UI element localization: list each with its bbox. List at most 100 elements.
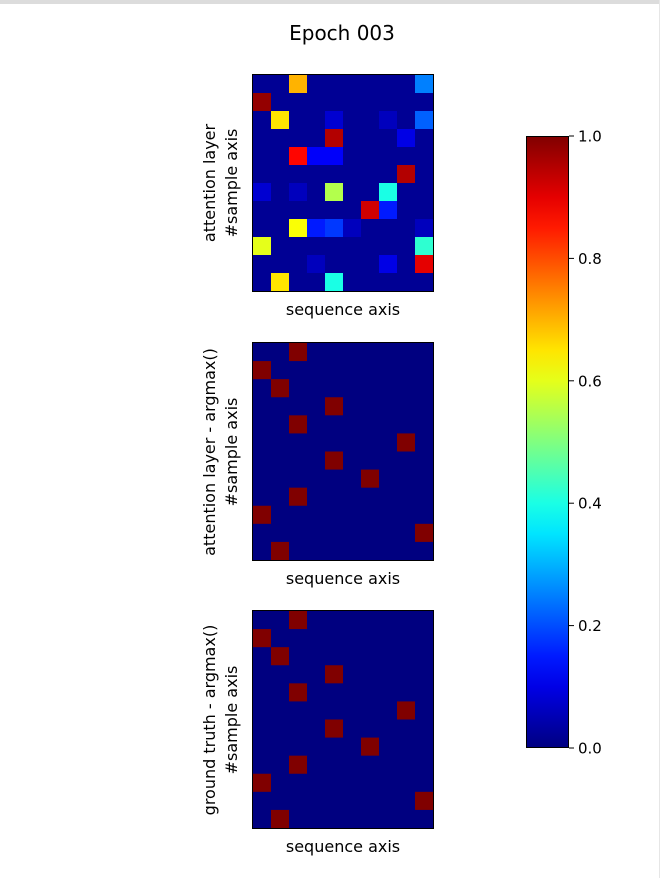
heatmap-cell — [289, 111, 308, 130]
heatmap-cell — [289, 379, 308, 398]
heatmap-cell — [253, 611, 272, 630]
heatmap-cell — [271, 791, 290, 811]
heatmap-cell — [343, 701, 362, 720]
heatmap-cell — [361, 379, 380, 398]
heatmap-cell — [271, 683, 290, 702]
heatmap-cell — [343, 719, 362, 739]
heatmap-cell — [253, 719, 272, 739]
heatmap-cell — [379, 701, 398, 720]
heatmap-cell — [325, 111, 344, 130]
heatmap-cell — [307, 647, 326, 666]
colorbar-ticks: 0.0 0.2 0.4 0.6 0.8 1.0 — [569, 128, 602, 758]
heatmap-cell — [271, 505, 290, 525]
heatmap-cell — [343, 433, 362, 452]
heatmap-cell — [379, 791, 398, 811]
heatmap-cell — [253, 809, 272, 829]
x-axis-label: sequence axis — [286, 837, 400, 856]
heatmap-cell — [307, 165, 326, 184]
heatmap-cell — [271, 111, 290, 130]
heatmap-cell — [307, 255, 326, 274]
heatmap-cell — [289, 237, 308, 256]
heatmap-cell — [289, 487, 308, 507]
heatmap-cell — [289, 451, 308, 471]
heatmap-cell — [307, 451, 326, 471]
heatmap-cell — [343, 791, 362, 811]
heatmap-cell — [415, 111, 434, 130]
heatmap-cell — [289, 75, 308, 94]
axes-frame — [252, 342, 434, 561]
heatmap-cell — [379, 505, 398, 525]
heatmap-cell — [415, 75, 434, 94]
heatmap-cell — [253, 183, 272, 202]
heatmap-cell — [379, 415, 398, 434]
heatmap-cell — [361, 219, 380, 238]
heatmap-cell — [271, 541, 290, 561]
heatmap-cell — [307, 397, 326, 416]
heatmap-cell — [343, 397, 362, 416]
heatmap-cell — [271, 379, 290, 398]
heatmap-cell — [415, 397, 434, 416]
heatmap-cell — [397, 433, 416, 452]
heatmap-cell — [253, 647, 272, 666]
heatmap-cell — [325, 701, 344, 720]
heatmap-cell — [289, 701, 308, 720]
heatmap-cell — [271, 183, 290, 202]
heatmap-cell — [325, 755, 344, 775]
heatmap-cell — [289, 809, 308, 829]
heatmap-cell — [289, 219, 308, 238]
heatmap-cell — [361, 611, 380, 630]
heatmap-cell — [271, 75, 290, 94]
y-axis-label-line1: ground truth - argmax() — [200, 625, 219, 816]
heatmap-cell — [325, 647, 344, 666]
heatmap-cell — [271, 647, 290, 666]
heatmap-cell — [415, 361, 434, 380]
heatmap-cell — [343, 75, 362, 94]
heatmap-cell — [325, 379, 344, 398]
heatmap-cell — [325, 773, 344, 793]
heatmap-cell — [307, 737, 326, 757]
heatmap-cell — [253, 505, 272, 525]
y-axis-label-line1: attention layer - argmax() — [200, 348, 219, 556]
heatmap-cell — [289, 629, 308, 648]
heatmap-cell — [361, 75, 380, 94]
panel-attention-argmax: sequence axis attention layer - argmax()… — [200, 342, 434, 588]
heatmap-cell — [253, 773, 272, 793]
heatmap-cell — [325, 147, 344, 166]
heatmap-cell — [289, 611, 308, 630]
colorbar-tick-label: 0.8 — [578, 250, 602, 268]
heatmap-cell — [397, 629, 416, 648]
heatmap-cell — [271, 343, 290, 362]
heatmap-cell — [361, 111, 380, 130]
heatmap-cell — [307, 93, 326, 112]
heatmap-cell — [379, 487, 398, 507]
heatmap-cell — [397, 523, 416, 543]
heatmap-cell — [415, 219, 434, 238]
heatmap-cell — [253, 415, 272, 434]
heatmap-cell — [397, 611, 416, 630]
heatmap-cell — [271, 611, 290, 630]
heatmap-cell — [397, 469, 416, 489]
heatmap-cell — [415, 665, 434, 684]
heatmap-cell — [289, 255, 308, 274]
heatmap-cell — [379, 809, 398, 829]
heatmap-cell — [343, 165, 362, 184]
heatmap-cell — [397, 719, 416, 739]
heatmap-cell — [415, 147, 434, 166]
heatmap-cell — [307, 201, 326, 220]
heatmap-cell — [361, 255, 380, 274]
heatmap-cell — [289, 737, 308, 757]
heatmap-cell — [253, 629, 272, 648]
heatmap-cell — [361, 93, 380, 112]
heatmap-cell — [307, 111, 326, 130]
heatmap-cell — [415, 505, 434, 525]
heatmap-cell — [289, 523, 308, 543]
colorbar-tick-label: 1.0 — [578, 128, 602, 146]
heatmap-cell — [415, 719, 434, 739]
heatmap-cell — [397, 505, 416, 525]
heatmap-cell — [361, 415, 380, 434]
heatmap-cell — [379, 273, 398, 292]
heatmap-cells-attention-argmax — [253, 343, 434, 561]
heatmap-cell — [415, 343, 434, 362]
heatmap-cell — [379, 755, 398, 775]
